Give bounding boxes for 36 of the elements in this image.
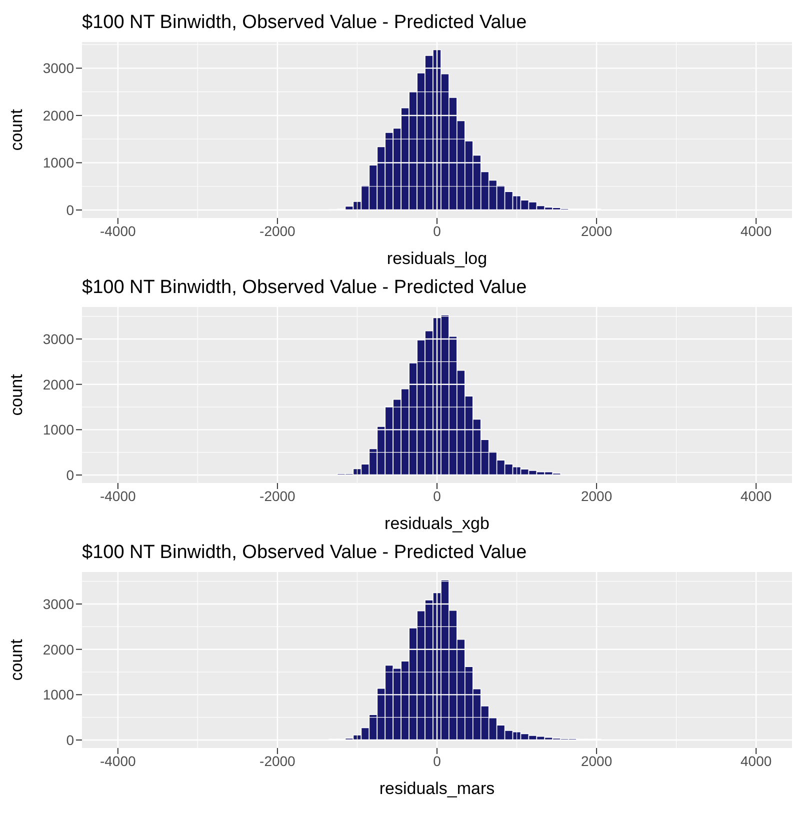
x-tick-label: 4000	[740, 752, 772, 769]
x-axis-title: residuals_log	[386, 249, 488, 268]
y-axis-title: count	[7, 638, 26, 681]
x-tick-label: 2000	[580, 752, 612, 769]
y-tick-label: 1000	[42, 154, 74, 171]
x-tick-label: -4000	[100, 488, 136, 504]
y-tick-label: 3000	[42, 596, 74, 612]
y-tick-label: 2000	[42, 641, 74, 658]
chart-title: $100 NT Binwidth, Observed Value - Predicted Value	[81, 11, 528, 35]
y-tick-label: 3000	[42, 330, 74, 347]
y-tick-label: 2000	[42, 376, 74, 392]
y-tick-label: 3000	[42, 60, 74, 76]
y-tick-label: 1000	[42, 686, 74, 703]
y-tick-label: 0	[66, 466, 74, 483]
x-tick-label: 0	[433, 752, 442, 769]
x-tick-label: 0	[433, 222, 442, 239]
chart-title: $100 NT Binwidth, Observed Value - Predicted Value	[81, 276, 528, 300]
x-axis-title: residuals_xgb	[384, 514, 490, 533]
y-axis-title: count	[7, 108, 26, 151]
x-tick-label: 0	[433, 488, 442, 504]
x-tick-label: 2000	[580, 222, 612, 239]
y-tick-label: 2000	[42, 107, 74, 124]
x-tick-label: 4000	[740, 222, 772, 239]
x-tick-label: 2000	[580, 488, 612, 504]
chart-title: $100 NT Binwidth, Observed Value - Predicted Value	[81, 541, 528, 565]
x-tick-label: -4000	[100, 752, 136, 769]
x-tick-label: -2000	[260, 488, 296, 504]
x-tick-label: -2000	[260, 222, 296, 239]
y-axis-title: count	[7, 374, 26, 416]
y-tick-label: 0	[66, 732, 74, 748]
x-tick-label: -4000	[100, 222, 136, 239]
y-tick-label: 1000	[42, 422, 74, 438]
x-tick-label: 4000	[740, 488, 772, 504]
x-tick-label: -2000	[260, 752, 296, 769]
y-tick-label: 0	[66, 202, 74, 218]
x-axis-title: residuals_mars	[379, 779, 495, 798]
